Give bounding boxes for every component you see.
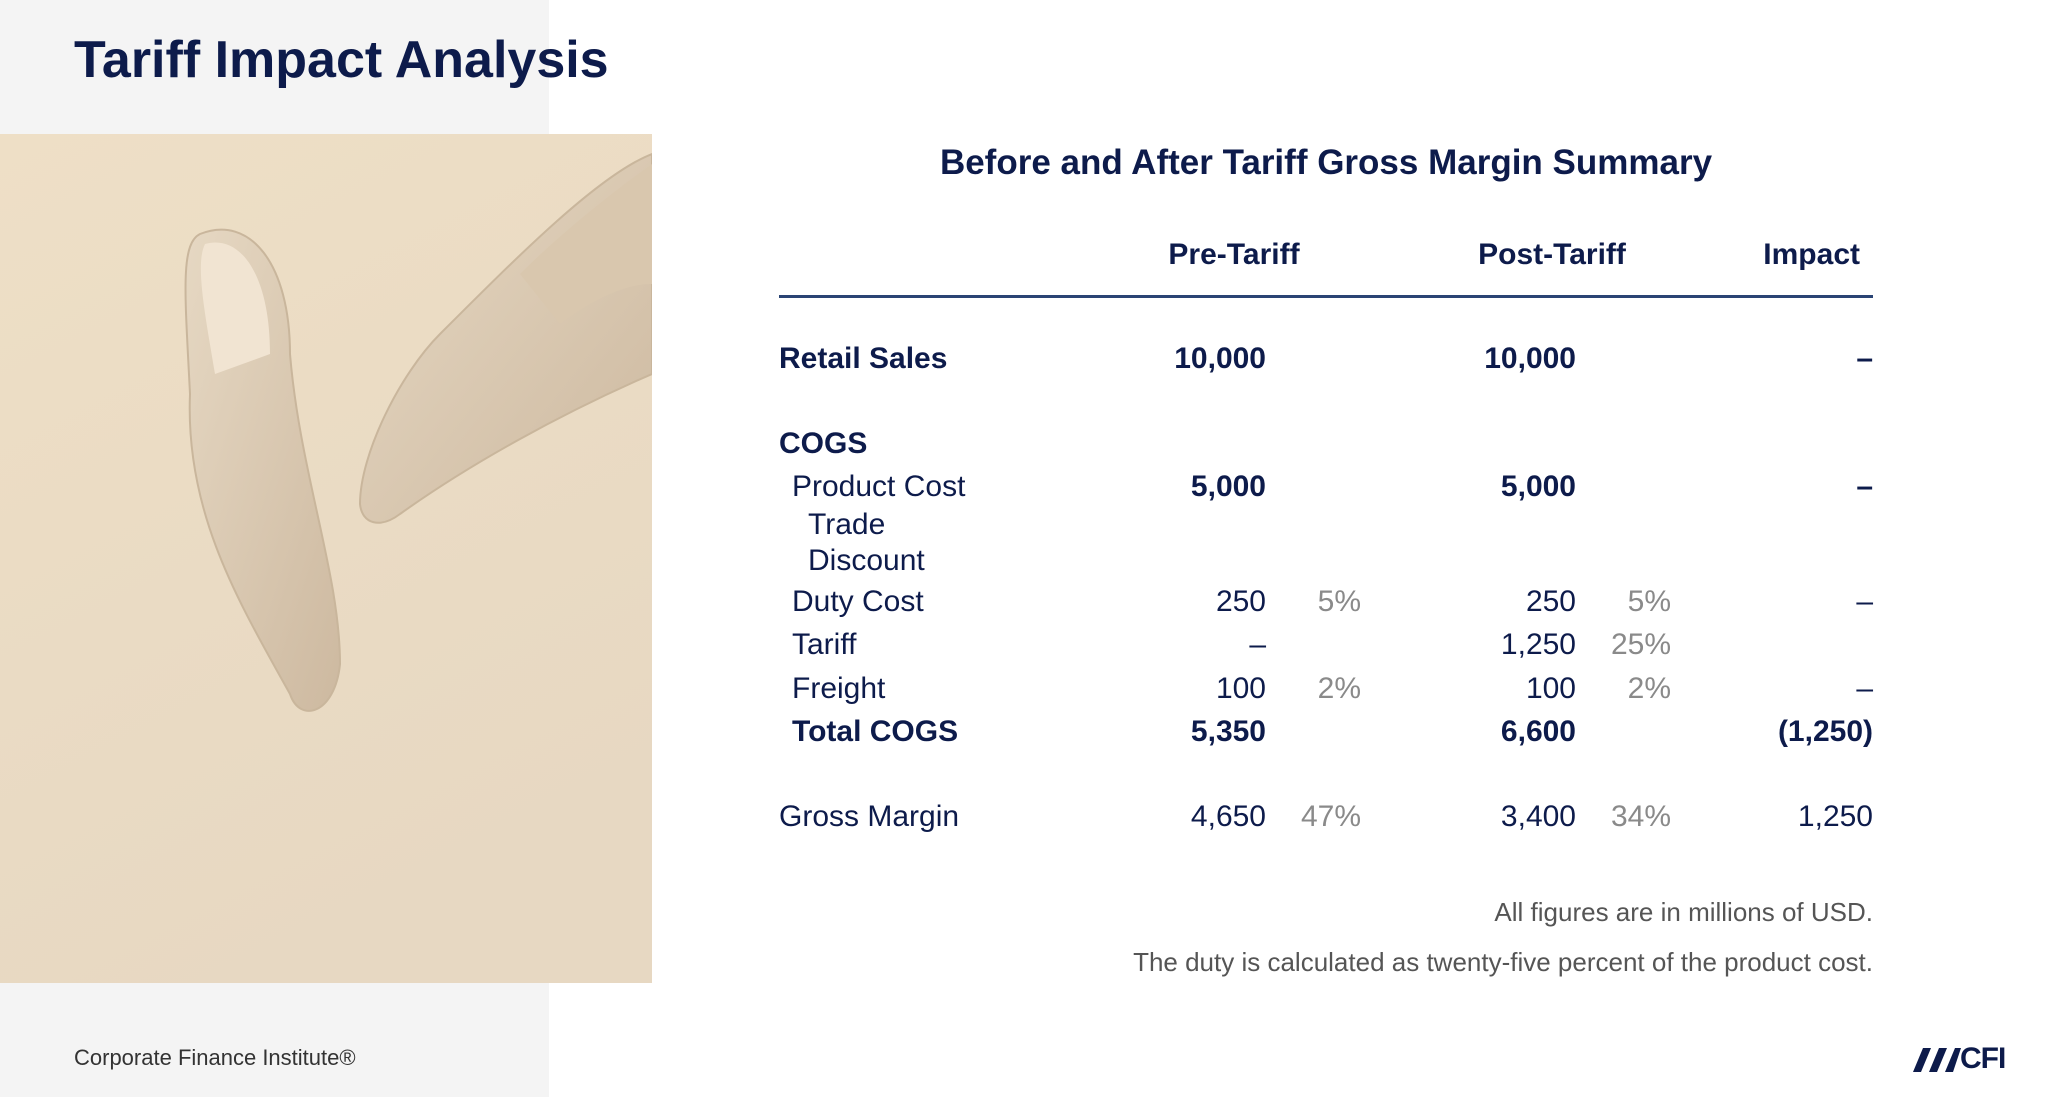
- value-cell: 100: [1525, 672, 1576, 705]
- row-label: Duty Cost: [792, 585, 924, 618]
- value-cell: 3,400: [1500, 800, 1576, 833]
- percent-cell: 25%: [1610, 628, 1671, 661]
- value-cell: 1,250: [1797, 800, 1873, 833]
- row-label: COGS: [779, 427, 868, 460]
- logo-mark: [1913, 1048, 1961, 1072]
- value-cell: (1,250): [1777, 715, 1873, 748]
- value-cell: –: [1856, 470, 1873, 503]
- footer-source: Corporate Finance Institute®: [74, 1045, 356, 1070]
- value-cell: –: [1856, 672, 1873, 705]
- product-photo: [0, 134, 652, 983]
- percent-cell: 47%: [1300, 800, 1361, 833]
- value-cell: 5,350: [1190, 715, 1266, 748]
- value-cell: 250: [1215, 585, 1266, 618]
- row-label: Total COGS: [792, 715, 959, 748]
- percent-cell: 2%: [1317, 672, 1361, 705]
- percent-cell: 5%: [1627, 585, 1671, 618]
- value-cell: –: [1856, 585, 1873, 618]
- column-header: Impact: [1763, 238, 1860, 271]
- row-label: Retail Sales: [779, 342, 948, 375]
- logo-text: CFI: [1960, 1042, 2006, 1075]
- slide-title: Tariff Impact Analysis: [74, 31, 609, 89]
- column-header: Pre-Tariff: [1168, 238, 1300, 271]
- value-cell: 1,250: [1500, 628, 1576, 661]
- table-title: Before and After Tariff Gross Margin Sum…: [939, 143, 1713, 182]
- percent-cell: 5%: [1317, 585, 1361, 618]
- value-cell: 5,000: [1500, 470, 1576, 503]
- row-label: Product Cost: [792, 470, 966, 503]
- percent-cell: 34%: [1610, 800, 1671, 833]
- value-cell: 6,600: [1500, 715, 1576, 748]
- value-cell: –: [1856, 342, 1873, 375]
- value-cell: 250: [1525, 585, 1576, 618]
- note: The duty is calculated as twenty-five pe…: [1133, 947, 1873, 977]
- value-cell: –: [1249, 628, 1266, 661]
- row-label: Tariff: [792, 628, 857, 661]
- value-cell: 100: [1215, 672, 1266, 705]
- value-cell: 10,000: [1174, 342, 1266, 375]
- row-label: Gross Margin: [779, 800, 960, 833]
- value-cell: 5,000: [1190, 470, 1266, 503]
- value-cell: 10,000: [1484, 342, 1576, 375]
- column-header: Post-Tariff: [1478, 238, 1626, 271]
- value-cell: 4,650: [1190, 800, 1266, 833]
- percent-cell: 2%: [1627, 672, 1671, 705]
- row-label: Freight: [792, 672, 886, 705]
- header-rule: [779, 295, 1873, 298]
- row-label: Trade Discount: [808, 508, 925, 577]
- note: All figures are in millions of USD.: [1494, 897, 1873, 927]
